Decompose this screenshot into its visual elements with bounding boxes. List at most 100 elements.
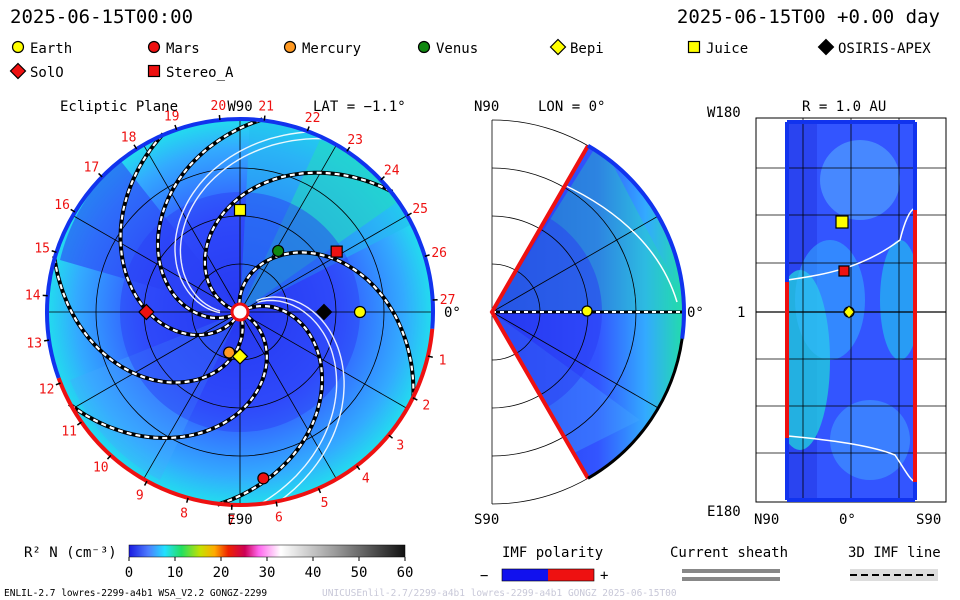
day-tick-24: 24 (384, 164, 400, 179)
legend-venus-label: Venus (436, 41, 478, 57)
legend-mercury-label: Mercury (302, 41, 361, 57)
legend-mercury-marker (283, 40, 297, 54)
colorbar-tick-40: 40 (305, 565, 322, 581)
day-tick-11: 11 (61, 425, 77, 440)
current-sheath-legend: Current sheath (670, 545, 788, 581)
legend-mars-label: Mars (166, 41, 200, 57)
day-tick-1: 1 (439, 354, 447, 369)
ecliptic-solo-marker (138, 303, 155, 321)
legend-mars-marker (147, 40, 161, 54)
legend-solo-label: SolO (30, 65, 64, 81)
footer-right: UNICUSEnlil-2.7/2299-a4b1 lowres-2299-a4… (322, 588, 677, 599)
legend-earth-marker (11, 40, 25, 54)
meridional-bottom-label: S90 (474, 512, 499, 528)
datetime-left: 2025-06-15T00:00 (10, 6, 193, 28)
ecliptic-venus-marker (272, 244, 285, 258)
ecliptic-top-label: W90 (227, 99, 252, 115)
ecliptic-juice-marker (233, 203, 247, 217)
sphere-x-right-label: S90 (916, 512, 941, 528)
datetime-right: 2025-06-15T00 +0.00 day (677, 6, 940, 28)
day-tick-12: 12 (39, 383, 55, 398)
imf-polarity-legend: IMF polarity − + (480, 545, 608, 584)
ecliptic-earth-marker (353, 305, 367, 319)
sphere-x-mid-label: 0° (839, 512, 856, 528)
meridional-polarity-edge (489, 144, 590, 480)
ecliptic-polarity-rim-negative (45, 117, 435, 379)
day-tick-7: 7 (227, 514, 235, 529)
day-tick-2: 2 (422, 398, 430, 413)
imf-polarity-label: IMF polarity (502, 545, 603, 561)
legend-juice-label: Juice (706, 41, 748, 57)
ecliptic-bodies (138, 203, 367, 485)
colorbar-tick-20: 20 (213, 565, 230, 581)
day-tick-6: 6 (275, 510, 283, 525)
legend-bepi-marker (549, 38, 567, 56)
day-tick-25: 25 (412, 202, 428, 217)
day-tick-10: 10 (93, 461, 109, 476)
footer-left: ENLIL-2.7 lowres-2299-a4b1 WSA_V2.2 GONG… (4, 588, 267, 599)
imf-polarity-negative-swatch (502, 569, 548, 581)
day-tick-3: 3 (396, 439, 404, 454)
sphere-bepi-marker (843, 305, 855, 319)
imf-line-label: 3D IMF line (848, 545, 941, 561)
day-tick-16: 16 (54, 198, 70, 213)
colorbar-tick-50: 50 (351, 565, 368, 581)
meridional-current-sheath (561, 183, 678, 303)
day-tick-5: 5 (321, 496, 329, 511)
sphere-bottom-left-label: E180 (707, 504, 741, 520)
day-tick-14: 14 (25, 289, 41, 304)
legend-osiris-apex-label: OSIRIS-APEX (838, 41, 931, 57)
sheath-line-3 (174, 131, 312, 314)
legend: Earth Mars Mercury Venus Bepi Juice OSIRIS-APE… (9, 38, 931, 81)
day-tick-13: 13 (26, 336, 42, 351)
sheath-line-1 (256, 296, 345, 503)
colorbar: R² N (cm⁻³) 0 10 20 30 40 50 60 (24, 544, 414, 581)
meridional-panel: N90 LON = 0° S90 0° (474, 99, 704, 528)
sheath-line-4 (179, 137, 328, 312)
sphere-top-label: W180 (707, 105, 741, 121)
meridional-lon-label: LON = 0° (538, 99, 605, 115)
current-sheath-label: Current sheath (670, 545, 788, 561)
day-tick-22: 22 (305, 111, 321, 126)
day-tick-9: 9 (136, 488, 144, 503)
legend-juice-marker (687, 40, 701, 54)
ecliptic-mercury-marker (223, 346, 236, 359)
colorbar-tick-10: 10 (167, 565, 184, 581)
colorbar-tick-30: 30 (259, 565, 276, 581)
ecliptic-osiris-apex-marker (315, 303, 333, 321)
colorbar-tick-60: 60 (397, 565, 414, 581)
colorbar-gradient (128, 544, 406, 558)
day-tick-17: 17 (84, 160, 100, 175)
legend-venus-marker (417, 40, 431, 54)
sphere-r-label: R = 1.0 AU (802, 99, 886, 115)
day-tick-20: 20 (211, 99, 227, 114)
day-tick-21: 21 (258, 100, 274, 115)
sphere-x-left-label: N90 (754, 512, 779, 528)
meridional-polarity-rim (586, 143, 686, 339)
imf-polarity-plus: + (600, 568, 608, 584)
day-tick-15: 15 (34, 242, 50, 257)
legend-earth-label: Earth (30, 41, 72, 57)
imf-polarity-positive-swatch (548, 569, 594, 581)
legend-stereo-a-label: Stereo_A (166, 65, 234, 81)
ecliptic-mars-marker (257, 472, 270, 485)
day-tick-23: 23 (347, 133, 363, 148)
legend-stereo-a-marker (147, 64, 161, 78)
legend-solo-marker (9, 62, 27, 80)
day-tick-4: 4 (362, 472, 370, 487)
day-tick-27: 27 (440, 293, 456, 308)
ecliptic-stereo-a-marker (330, 245, 343, 258)
sphere-left-mid-label: 1 (737, 305, 745, 321)
meridional-top-label: N90 (474, 99, 499, 115)
current-sheath-lines (174, 131, 345, 506)
imf-line-legend: 3D IMF line (848, 545, 941, 581)
imf-polarity-minus: − (480, 568, 488, 584)
sphere-juice-marker (835, 215, 849, 229)
sphere-stereo-a-marker (838, 265, 850, 277)
meridional-right-label: 0° (687, 305, 704, 321)
day-tick-26: 26 (431, 246, 447, 261)
legend-osiris-apex-marker (817, 38, 835, 56)
ecliptic-lat-label: LAT = −1.1° (313, 99, 406, 115)
imf-spirals (52, 117, 416, 507)
